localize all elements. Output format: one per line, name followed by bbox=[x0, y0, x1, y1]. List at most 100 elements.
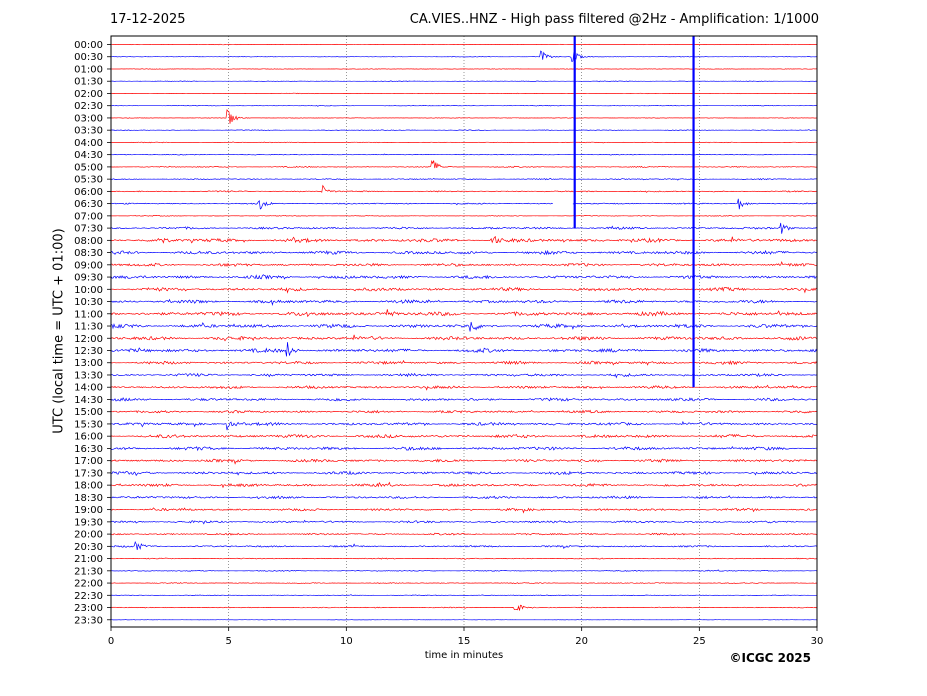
y-tick-label: 09:00 bbox=[74, 260, 103, 271]
trace-line bbox=[110, 235, 818, 244]
y-tick-label: 16:30 bbox=[74, 444, 103, 455]
trace-line bbox=[110, 582, 818, 584]
x-tick-label: 10 bbox=[340, 636, 353, 647]
trace-line bbox=[111, 557, 818, 560]
y-tick-label: 20:30 bbox=[74, 542, 103, 553]
trace-line bbox=[110, 384, 818, 391]
spike-mark bbox=[692, 36, 695, 388]
y-tick-label: 23:30 bbox=[74, 615, 103, 626]
trace-line bbox=[110, 153, 818, 156]
y-tick-label: 10:00 bbox=[74, 285, 103, 296]
date-label: 17-12-2025 bbox=[110, 12, 186, 27]
y-tick-label: 16:00 bbox=[74, 432, 103, 443]
trace-line bbox=[110, 397, 818, 402]
vertical-gridlines bbox=[228, 36, 700, 627]
x-tick-labels: 0 5 10 15 20 25 30 bbox=[108, 627, 824, 647]
plot-frame bbox=[110, 35, 818, 628]
y-tick-label: 08:00 bbox=[74, 236, 103, 247]
y-tick-label: 08:30 bbox=[74, 248, 103, 259]
x-tick-label: 5 bbox=[225, 636, 231, 647]
event-spikes bbox=[573, 36, 695, 388]
trace-line bbox=[111, 420, 818, 431]
trace-line bbox=[111, 215, 818, 217]
trace-line bbox=[110, 433, 818, 439]
trace-line bbox=[111, 92, 818, 95]
trace-line bbox=[110, 541, 818, 551]
y-tick-label: 02:00 bbox=[74, 89, 103, 100]
y-tick-label: 12:00 bbox=[74, 334, 103, 345]
y-tick-label: 11:30 bbox=[74, 322, 103, 333]
y-tick-label: 07:30 bbox=[74, 224, 103, 235]
trace-line bbox=[110, 446, 817, 452]
trace-line bbox=[110, 198, 818, 210]
y-tick-label: 19:00 bbox=[74, 505, 103, 516]
y-tick-label: 00:30 bbox=[74, 52, 103, 63]
chart-title: CA.VIES..HNZ - High pass filtered @2Hz -… bbox=[409, 12, 819, 27]
y-tick-label: 23:00 bbox=[74, 603, 103, 614]
y-tick-label: 03:30 bbox=[74, 126, 103, 137]
y-tick-label: 21:30 bbox=[74, 566, 103, 577]
y-tick-label: 05:00 bbox=[74, 162, 103, 173]
y-tick-label: 22:30 bbox=[74, 591, 103, 602]
y-tick-label: 13:00 bbox=[74, 358, 103, 369]
trace-line bbox=[110, 495, 818, 500]
trace-line bbox=[111, 68, 818, 70]
trace-line bbox=[110, 141, 818, 144]
y-tick-label: 15:30 bbox=[74, 419, 103, 430]
trace-line bbox=[110, 334, 818, 342]
y-tick-label: 12:30 bbox=[74, 346, 103, 357]
trace-line bbox=[110, 359, 818, 366]
x-tick-label: 30 bbox=[811, 636, 824, 647]
y-tick-label: 01:00 bbox=[74, 64, 103, 75]
y-tick-label: 15:00 bbox=[74, 407, 103, 418]
x-tick-label: 20 bbox=[575, 636, 588, 647]
y-axis-label: UTC (local time = UTC + 01:00) bbox=[51, 228, 67, 434]
y-tick-label: 14:00 bbox=[74, 383, 103, 394]
trace-line bbox=[110, 260, 818, 267]
y-tick-label: 18:30 bbox=[74, 493, 103, 504]
trace-line bbox=[110, 321, 818, 332]
y-tick-label: 19:30 bbox=[74, 517, 103, 528]
trace-line bbox=[110, 286, 818, 294]
trace-line bbox=[110, 274, 818, 280]
y-tick-label: 04:00 bbox=[74, 138, 103, 149]
trace-line bbox=[110, 222, 818, 234]
trace-line bbox=[110, 50, 818, 63]
y-tick-label: 18:00 bbox=[74, 481, 103, 492]
y-tick-label: 06:00 bbox=[74, 187, 103, 198]
y-tick-label: 13:30 bbox=[74, 370, 103, 381]
spike-mark bbox=[573, 36, 576, 229]
x-tick-label: 15 bbox=[458, 636, 471, 647]
y-tick-label: 17:00 bbox=[74, 456, 103, 467]
y-tick-label: 22:00 bbox=[74, 579, 103, 590]
y-tick-label: 01:30 bbox=[74, 77, 103, 88]
trace-line bbox=[110, 569, 818, 572]
y-tick-label: 06:30 bbox=[74, 199, 103, 210]
trace-line bbox=[110, 105, 817, 107]
trace-line bbox=[110, 507, 817, 514]
trace-line bbox=[110, 309, 818, 318]
trace-line bbox=[110, 184, 818, 193]
y-tick-label: 17:30 bbox=[74, 468, 103, 479]
y-tick-label: 05:30 bbox=[74, 175, 103, 186]
trace-line bbox=[110, 249, 818, 256]
y-tick-label: 09:30 bbox=[74, 273, 103, 284]
copyright-label: ©ICGC 2025 bbox=[729, 651, 811, 665]
trace-line bbox=[110, 532, 818, 536]
y-tick-label: 21:00 bbox=[74, 554, 103, 565]
trace-line bbox=[110, 594, 817, 597]
x-tick-label: 0 bbox=[108, 636, 114, 647]
trace-line bbox=[110, 43, 817, 46]
y-tick-label: 07:00 bbox=[74, 211, 103, 222]
trace-line bbox=[110, 159, 817, 169]
y-tick-label: 03:00 bbox=[74, 113, 103, 124]
y-tick-label: 10:30 bbox=[74, 297, 103, 308]
trace-line bbox=[111, 372, 817, 379]
trace-line bbox=[110, 481, 818, 489]
x-tick-label: 25 bbox=[693, 636, 706, 647]
trace-line bbox=[110, 409, 818, 414]
trace-line bbox=[110, 298, 818, 307]
trace-line bbox=[110, 519, 817, 525]
trace-line bbox=[110, 129, 818, 131]
